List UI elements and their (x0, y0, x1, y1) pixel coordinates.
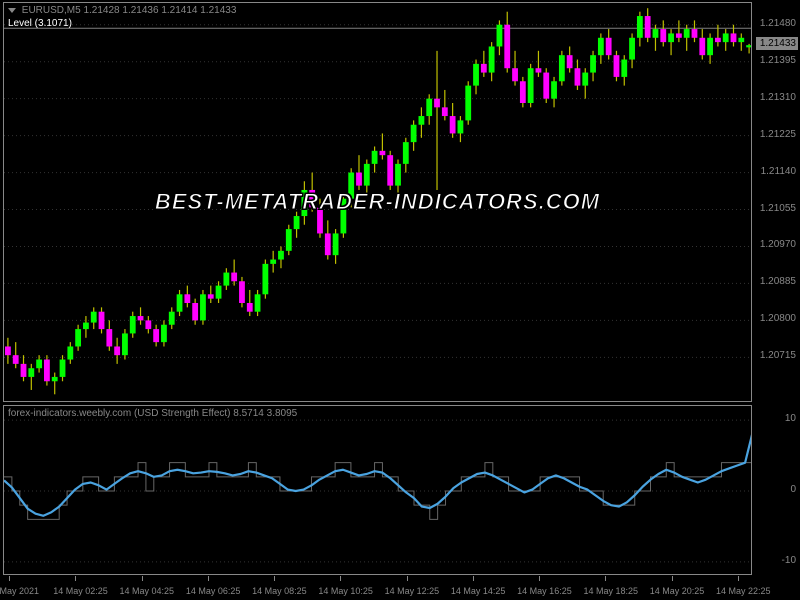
time-x-label: 14 May 06:25 (186, 586, 241, 596)
indicator-panel[interactable]: forex-indicators.weebly.com (USD Strengt… (3, 405, 752, 575)
level-indicator-label: Level (3.1071) (8, 18, 72, 29)
time-x-tick (340, 576, 341, 581)
indicator-y-axis: 10 0 -10 (753, 405, 798, 575)
time-x-tick (75, 576, 76, 581)
price-chart-panel[interactable]: EURUSD,M5 1.21428 1.21436 1.21414 1.2143… (3, 2, 752, 402)
price-chart-svg (4, 3, 752, 402)
price-y-axis: 1.21480 1.21395 1.21310 1.21225 1.21140 1.210… (753, 2, 798, 402)
price-y-tick: 1.21225 (760, 129, 798, 140)
time-x-label: 14 May 14:25 (451, 586, 506, 596)
current-price-box: 1.21433 (756, 37, 798, 50)
price-y-tick: 1.21480 (760, 18, 798, 29)
price-y-tick: 1.20970 (760, 239, 798, 250)
price-y-tick: 1.20715 (760, 350, 798, 361)
time-x-label: 14 May 2021 (0, 586, 39, 596)
time-x-label: 14 May 18:25 (583, 586, 638, 596)
price-y-tick: 1.21055 (760, 203, 798, 214)
time-x-label: 14 May 16:25 (517, 586, 572, 596)
indicator-svg (4, 406, 752, 575)
time-x-label: 14 May 22:25 (716, 586, 771, 596)
time-x-tick (9, 576, 10, 581)
time-x-tick (539, 576, 540, 581)
time-x-label: 14 May 04:25 (120, 586, 175, 596)
price-y-tick: 1.21140 (761, 166, 798, 177)
time-x-label: 14 May 20:25 (650, 586, 705, 596)
time-x-tick (672, 576, 673, 581)
symbol-timeframe: EURUSD,M5 (22, 5, 81, 16)
time-x-label: 14 May 02:25 (53, 586, 108, 596)
time-x-tick (473, 576, 474, 581)
time-x-axis: 14 May 2021 14 May 02:25 14 May 04:25 14 Ma… (3, 578, 752, 598)
ohlc-values: 1.21428 1.21436 1.21414 1.21433 (83, 5, 236, 16)
time-x-label: 14 May 12:25 (385, 586, 440, 596)
indicator-y-tick: -10 (782, 555, 798, 566)
indicator-y-tick: 10 (785, 413, 798, 424)
price-y-tick: 1.20885 (760, 276, 798, 287)
chart-header: EURUSD,M5 1.21428 1.21436 1.21414 1.2143… (8, 5, 236, 16)
time-x-tick (738, 576, 739, 581)
time-x-label: 14 May 10:25 (318, 586, 373, 596)
price-y-tick: 1.20800 (760, 313, 798, 324)
dropdown-arrow-icon[interactable] (8, 8, 16, 13)
time-x-tick (274, 576, 275, 581)
time-x-tick (208, 576, 209, 581)
time-x-tick (605, 576, 606, 581)
time-x-tick (142, 576, 143, 581)
time-x-tick (407, 576, 408, 581)
price-y-tick: 1.21310 (760, 92, 798, 103)
indicator-header: forex-indicators.weebly.com (USD Strengt… (8, 408, 297, 419)
mt4-chart-window: EURUSD,M5 1.21428 1.21436 1.21414 1.2143… (0, 0, 800, 600)
time-x-label: 14 May 08:25 (252, 586, 307, 596)
indicator-y-tick: 0 (790, 484, 798, 495)
price-y-tick: 1.21395 (760, 55, 798, 66)
